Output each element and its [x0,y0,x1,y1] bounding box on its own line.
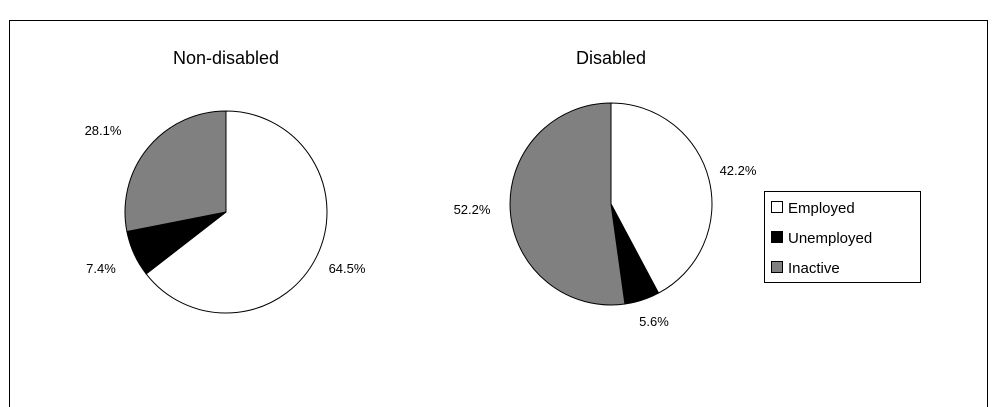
legend-swatch-unemployed [771,231,783,243]
data-label-non-disabled-inactive: 28.1% [85,123,122,138]
pie-chart-non-disabled: Non-disabled 64.5% 7.4% 28.1% [85,48,366,314]
pie-chart-disabled: Disabled 42.2% 5.6% 52.2% [454,48,757,329]
data-label-disabled-unemployed: 5.6% [639,314,669,329]
data-label-disabled-employed: 42.2% [720,163,757,178]
data-label-disabled-inactive: 52.2% [454,202,491,217]
pie-slice-non-disabled-inactive [124,110,227,233]
legend-label-inactive: Inactive [788,260,840,277]
pie-slice-disabled-employed [610,102,713,294]
legend-swatch-inactive [771,261,783,273]
data-label-non-disabled-employed: 64.5% [329,261,366,276]
legend: Employed Unemployed Inactive [764,191,921,283]
pie-title-disabled: Disabled [576,48,646,68]
legend-box [764,191,921,283]
pie-title-non-disabled: Non-disabled [173,48,279,68]
pie-slice-disabled-inactive [509,102,626,306]
data-label-non-disabled-unemployed: 7.4% [86,261,116,276]
legend-swatch-employed [771,201,783,213]
legend-label-employed: Employed [788,200,855,217]
pie-slice-non-disabled-employed [145,110,328,314]
legend-label-unemployed: Unemployed [788,230,872,247]
